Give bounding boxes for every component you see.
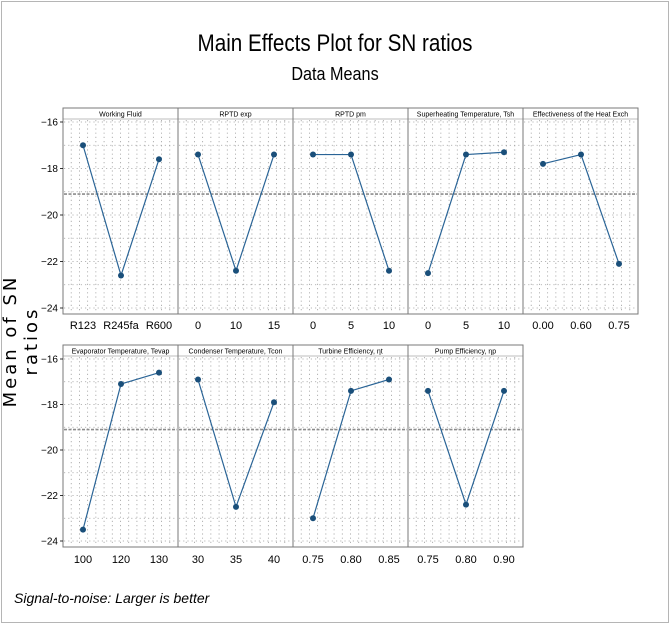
data-point <box>425 270 431 277</box>
y-tick-label: −22 <box>41 491 58 502</box>
data-point <box>463 151 469 158</box>
data-point <box>501 387 507 394</box>
x-tick-label: 0 <box>310 320 316 332</box>
panel-title: Evaporator Temperature, Tevap <box>72 349 170 356</box>
footnote: Signal-to-noise: Larger is better <box>14 590 210 606</box>
y-tick-label: −18 <box>41 164 58 175</box>
x-tick-label: 10 <box>383 320 395 332</box>
data-point <box>310 151 316 158</box>
panel-title: RPTD exp <box>219 112 251 119</box>
x-tick-label: 0.60 <box>570 320 591 332</box>
panel-title: Effectiveness of the Heat Exch <box>533 112 628 119</box>
data-point <box>118 272 124 279</box>
data-point <box>233 267 239 274</box>
panel-frame <box>177 107 294 315</box>
x-tick-label: 0.75 <box>417 554 438 566</box>
x-tick-label: 35 <box>230 554 242 566</box>
data-point <box>463 501 469 508</box>
panel-title: Working Fluid <box>99 112 142 119</box>
data-point <box>80 142 86 149</box>
data-point <box>271 399 277 406</box>
x-tick-label: 30 <box>192 554 204 566</box>
panel-frame <box>522 107 639 315</box>
data-point <box>80 526 86 533</box>
data-point <box>233 503 239 510</box>
x-tick-label: 5 <box>348 320 354 332</box>
x-tick-label: 100 <box>74 554 92 566</box>
panel-title: Condenser Temperature, Tcon <box>189 349 283 356</box>
x-tick-label: 15 <box>268 320 280 332</box>
data-point <box>195 376 201 383</box>
chart-title: Main Effects Plot for SN ratios <box>197 30 473 57</box>
data-point <box>156 369 162 376</box>
panel-title: Pump Efficiency, ηp <box>435 349 496 356</box>
y-tick-label: −20 <box>41 211 58 222</box>
y-tick-label: −22 <box>41 257 58 268</box>
data-point <box>348 387 354 394</box>
data-point <box>386 267 392 274</box>
data-point <box>425 387 431 394</box>
data-point <box>348 151 354 158</box>
x-tick-label: 0.75 <box>302 554 323 566</box>
x-tick-label: 0.90 <box>493 554 514 566</box>
chart-subtitle: Data Means <box>291 64 379 84</box>
panel-frame <box>62 107 179 315</box>
data-point <box>578 151 584 158</box>
panel-title: Turbine Efficiency, ηt <box>318 349 383 356</box>
x-tick-label: 0 <box>425 320 431 332</box>
x-tick-label: 120 <box>112 554 130 566</box>
data-point <box>386 376 392 383</box>
data-point <box>118 381 124 388</box>
x-tick-label: R600 <box>146 320 172 332</box>
x-tick-label: 0.00 <box>532 320 553 332</box>
y-tick-label: −24 <box>41 537 58 548</box>
panel-frame <box>407 107 524 315</box>
panel-frame <box>292 107 409 315</box>
data-point <box>310 515 316 522</box>
data-point <box>540 160 546 167</box>
x-tick-label: 130 <box>150 554 168 566</box>
panel-title: Superheating Temperature, Tsh <box>417 112 515 119</box>
x-tick-label: 5 <box>463 320 469 332</box>
x-tick-label: 40 <box>268 554 280 566</box>
x-tick-label: 0.80 <box>340 554 361 566</box>
x-tick-label: R245fa <box>103 320 139 332</box>
x-tick-label: 10 <box>230 320 242 332</box>
x-tick-label: 0.85 <box>378 554 399 566</box>
data-point <box>501 149 507 156</box>
y-tick-label: −24 <box>41 304 58 315</box>
data-point <box>616 260 622 267</box>
y-tick-label: −16 <box>41 118 58 129</box>
x-tick-label: 10 <box>498 320 510 332</box>
y-tick-label: −18 <box>41 400 58 411</box>
x-tick-label: 0 <box>195 320 201 332</box>
y-tick-label: −20 <box>41 446 58 457</box>
data-point <box>156 156 162 163</box>
data-point <box>195 151 201 158</box>
x-tick-label: 0.80 <box>455 554 476 566</box>
x-tick-label: R123 <box>70 320 96 332</box>
panel-title: RPTD pm <box>335 112 366 119</box>
data-point <box>271 151 277 158</box>
x-tick-label: 0.75 <box>608 320 629 332</box>
y-tick-label: −16 <box>41 355 58 366</box>
